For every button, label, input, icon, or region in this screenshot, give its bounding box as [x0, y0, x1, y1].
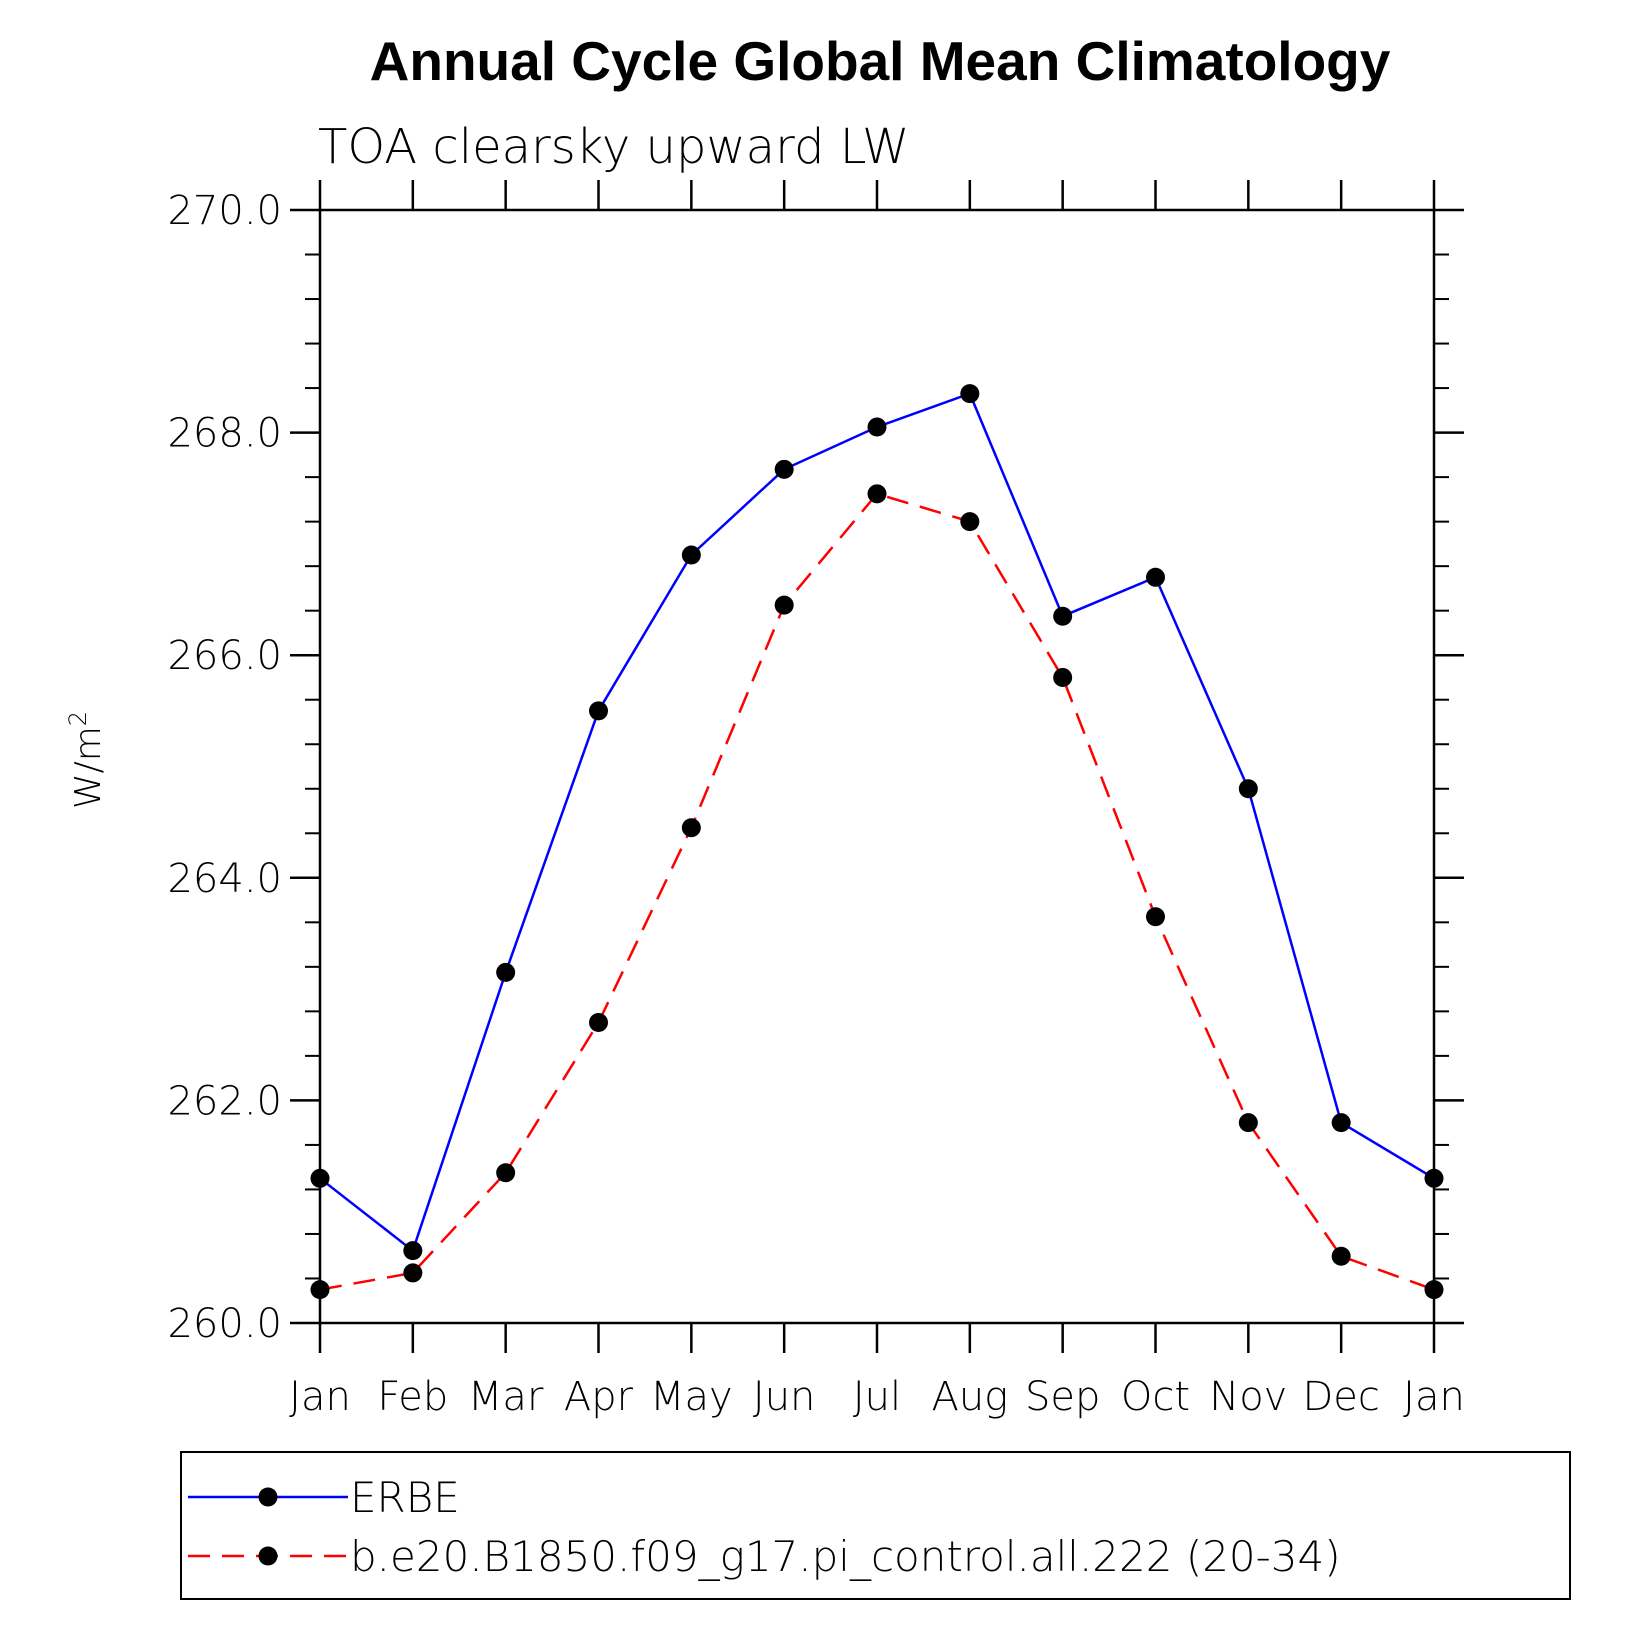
x-tick-label: Apr — [564, 1374, 634, 1420]
x-tick-label: Jun — [753, 1374, 816, 1420]
series-1-point — [310, 1168, 330, 1188]
y-tick-label: 268.0 — [167, 411, 282, 457]
series-1-point — [867, 417, 887, 437]
series-2-point — [310, 1280, 330, 1300]
x-tick-label: Jan — [1403, 1374, 1465, 1420]
series-2-point — [1424, 1280, 1444, 1300]
legend-marker-2 — [258, 1546, 278, 1566]
series-1-point — [1331, 1113, 1351, 1133]
series-2-point — [403, 1263, 423, 1283]
legend-box — [180, 1451, 1571, 1600]
x-tick-label: Nov — [1209, 1374, 1287, 1420]
x-tick-label: Sep — [1025, 1374, 1100, 1420]
series-1-point — [1238, 779, 1258, 799]
y-tick-label: 266.0 — [167, 633, 282, 679]
series-1-point — [681, 545, 701, 565]
x-tick-label: Jan — [289, 1374, 351, 1420]
x-tick-label: Mar — [468, 1374, 544, 1420]
legend-marker-1 — [258, 1487, 278, 1507]
x-tick-label: Aug — [931, 1374, 1008, 1420]
x-tick-label: Dec — [1302, 1374, 1379, 1420]
chart-subtitle: TOA clearsky upward LW — [318, 119, 910, 175]
series-2-point — [1146, 907, 1165, 927]
y-tick-label: 262.0 — [167, 1078, 282, 1124]
y-tick-label: 260.0 — [167, 1301, 282, 1347]
chart-title: Annual Cycle Global Mean Climatology — [370, 30, 1391, 92]
series-line-2 — [319, 492, 1435, 1291]
series-2-point — [867, 484, 887, 504]
series-2-point — [960, 512, 980, 532]
series-2-point — [1331, 1246, 1351, 1266]
plot-frame — [318, 208, 1436, 1325]
legend-label-1: ERBE — [350, 1473, 460, 1522]
series-1-point — [1053, 606, 1073, 626]
axes: 260.0 262.0 264.0 266.0 268.0 270.0 Jan Feb Mar A… — [167, 180, 1465, 1420]
legend: ERBE b.e20.B1850.f09_g17.pi_control.all.2… — [188, 1473, 1341, 1581]
series-1-point — [1146, 567, 1165, 587]
series-2-point — [496, 1163, 516, 1183]
x-tick-label: Oct — [1121, 1374, 1190, 1420]
y-tick-label: 270.0 — [167, 188, 282, 234]
series-2-point — [681, 818, 701, 838]
series-1-point — [960, 384, 980, 404]
series-1-point — [496, 962, 516, 982]
x-tick-label: Feb — [377, 1374, 448, 1420]
y-tick-label: 264.0 — [167, 856, 282, 902]
series-2-point — [1238, 1113, 1258, 1133]
plot-area — [310, 384, 1444, 1300]
y-axis-label: W/m2 — [64, 711, 109, 809]
series-2-point — [589, 1012, 608, 1032]
legend-label-2: b.e20.B1850.f09_g17.pi_control.all.222 (… — [350, 1532, 1341, 1581]
series-line-1 — [319, 392, 1435, 1253]
y-axis-label-text: W/m — [68, 726, 109, 809]
x-tick-label: Jul — [853, 1374, 901, 1420]
series-1-point — [1424, 1168, 1444, 1188]
y-axis-label-superscript: 2 — [64, 711, 92, 726]
series-2-point — [1053, 667, 1073, 687]
series-1-point — [589, 701, 608, 721]
x-tick-label: May — [650, 1374, 733, 1420]
series-1-point — [774, 459, 794, 479]
series-2-point — [774, 595, 794, 615]
series-1-point — [403, 1241, 423, 1261]
